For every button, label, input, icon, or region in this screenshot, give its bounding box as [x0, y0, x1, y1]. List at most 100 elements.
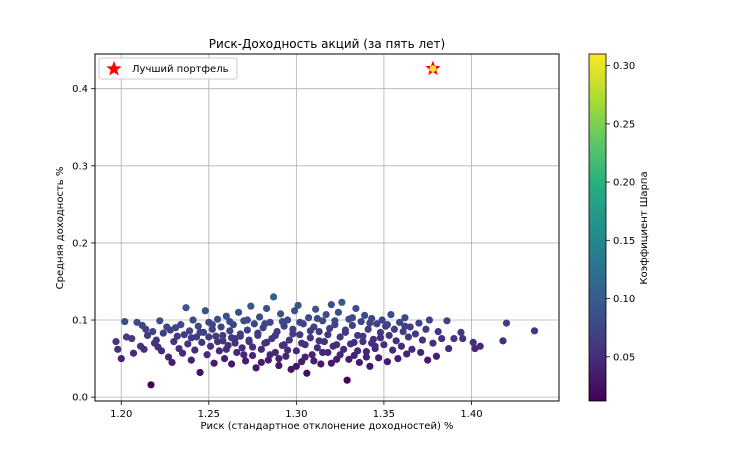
scatter-point [245, 336, 253, 344]
scatter-point [397, 342, 406, 350]
scatter-point [401, 322, 409, 330]
scatter-point [411, 330, 420, 338]
colorbar-ticks: 0.05 0.10 0.15 0.20 0.25 0.30 [606, 61, 635, 363]
scatter-point [327, 359, 335, 367]
scatter-point [389, 346, 397, 354]
scatter-point [262, 338, 271, 346]
x-tick-label: 1.20 [110, 409, 132, 420]
scatter-point [171, 324, 180, 332]
scatter-point [424, 356, 432, 364]
scatter-point [159, 329, 167, 337]
scatter-point [319, 348, 327, 357]
scatter-point [298, 339, 306, 347]
scatter-point [530, 327, 539, 335]
scatter-point [248, 343, 257, 351]
scatter-point [149, 328, 157, 336]
scatter-point [257, 358, 265, 367]
scatter-point [401, 314, 409, 322]
scatter-point [404, 333, 413, 341]
scatter-point [450, 334, 458, 343]
scatter-point [362, 353, 370, 361]
scatter-point [234, 308, 243, 316]
y-tick-label: 0.2 [72, 238, 88, 249]
scatter-point [220, 354, 229, 363]
scatter-point [182, 304, 190, 312]
scatter-point [213, 338, 222, 346]
scatter-point [438, 334, 446, 343]
scatter-point [392, 337, 400, 345]
scatter-point [361, 311, 369, 320]
scatter-point [117, 354, 125, 363]
scatter-point [191, 346, 199, 354]
scatter-point [284, 346, 292, 354]
best-portfolio-point [429, 65, 437, 73]
scatter-point [324, 331, 332, 339]
scatter-point [394, 354, 402, 363]
scatter-point [208, 321, 216, 329]
scatter-point [303, 369, 311, 377]
scatter-point [152, 336, 160, 344]
scatter-point [269, 293, 278, 301]
x-tick-label: 1.35 [373, 409, 395, 420]
scatter-point [210, 359, 218, 367]
scatter-point [114, 345, 122, 353]
scatter-point [227, 334, 236, 342]
scatter-point [457, 328, 465, 336]
scatter-point [429, 339, 437, 347]
scatter-point [177, 321, 185, 329]
legend-box [98, 57, 238, 80]
scatter-point [406, 323, 414, 331]
scatter-point [271, 331, 279, 340]
scatter-point [340, 345, 348, 353]
scatter-point [376, 328, 385, 336]
scatter-point [289, 330, 297, 338]
scatter-point [415, 319, 423, 327]
scatter-point [261, 320, 269, 328]
scatter-point [219, 337, 227, 345]
colorbar-tick-label: 0.05 [613, 352, 635, 363]
scatter-point [178, 349, 187, 357]
scatter-point [187, 334, 195, 342]
scatter-point [320, 338, 328, 346]
scatter-point [306, 334, 314, 342]
scatter-point [385, 331, 393, 340]
scatter-point [380, 341, 388, 349]
scatter-point [291, 307, 299, 315]
scatter-point [226, 317, 234, 326]
scatter-point [278, 317, 286, 326]
scatter-point [203, 351, 211, 359]
colorbar-tick-label: 0.10 [613, 294, 635, 305]
scatter-point [317, 360, 325, 368]
scatter-point [434, 328, 442, 336]
scatter-point [366, 362, 374, 370]
scatter-point [112, 338, 120, 346]
scatter-point [362, 348, 370, 356]
scatter-point [348, 321, 356, 330]
scatter-point [305, 314, 313, 322]
scatter-point [241, 357, 250, 365]
y-axis-label: Средняя доходность % [55, 167, 66, 290]
scatter-point [168, 358, 176, 367]
scatter-point [233, 348, 241, 357]
scatter-point [378, 316, 386, 324]
scatter-point [383, 358, 392, 366]
x-tick-label: 1.30 [285, 409, 307, 420]
scatter-point [121, 317, 129, 326]
scatter-point [345, 355, 353, 363]
scatter-point [231, 339, 239, 347]
scatter-point [357, 317, 365, 326]
scatter-point [310, 357, 318, 365]
scatter-point [275, 354, 283, 363]
scatter-point [338, 298, 346, 306]
scatter-point [403, 350, 411, 358]
scatter-point [222, 345, 230, 353]
scatter-point [373, 320, 381, 328]
chart-title: Риск-Доходность акций (за пять лет) [209, 37, 445, 51]
scatter-point [184, 340, 192, 348]
x-tick-label: 1.25 [198, 409, 220, 420]
scatter-point [418, 336, 427, 344]
scatter-point [296, 318, 304, 326]
scatter-point [343, 376, 351, 384]
plot-area-frame [94, 53, 560, 402]
scatter-point [375, 354, 383, 362]
